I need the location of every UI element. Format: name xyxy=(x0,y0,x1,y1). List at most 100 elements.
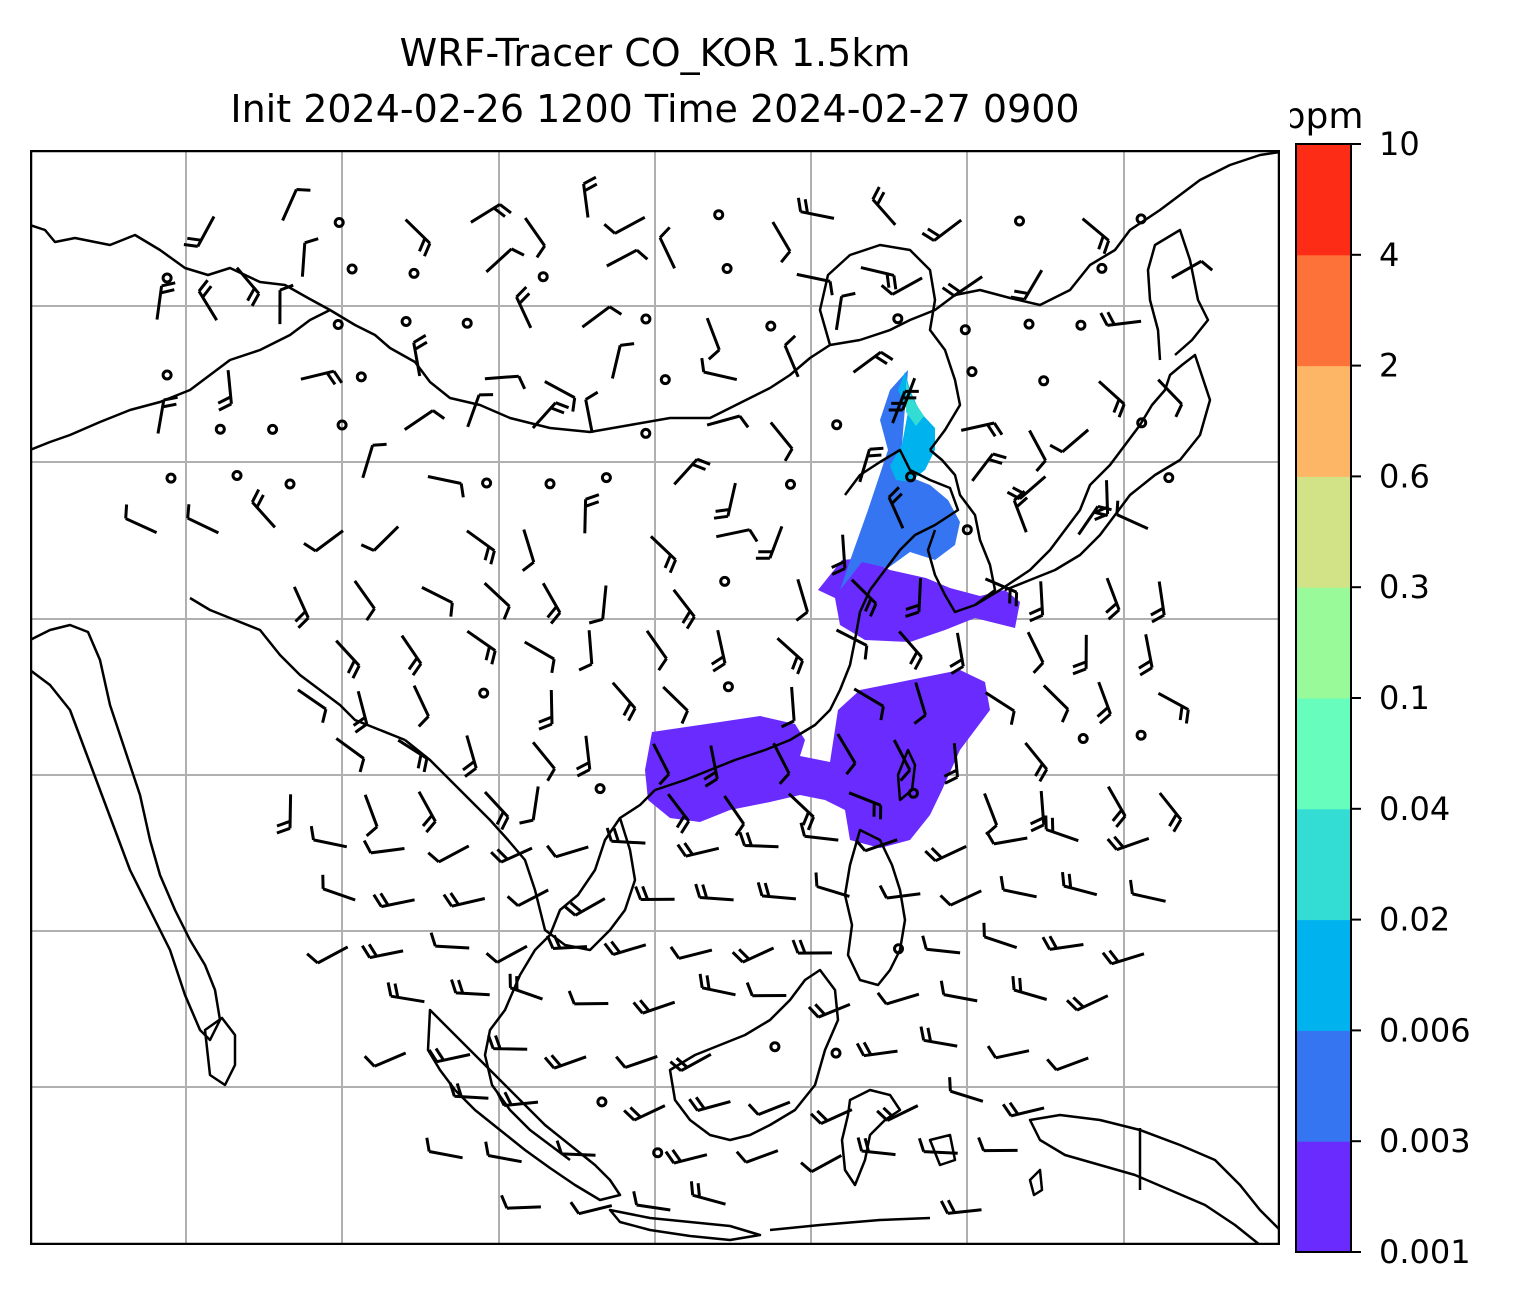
wind-barb xyxy=(563,897,606,917)
wind-barb xyxy=(984,577,1019,607)
calm-wind-circle xyxy=(640,313,652,325)
wind-barb xyxy=(747,1100,791,1116)
wind-barb xyxy=(603,940,647,957)
wind-barb xyxy=(688,1096,731,1112)
wind-barb xyxy=(771,221,792,264)
wind-barb xyxy=(335,737,366,773)
wind-barb xyxy=(485,944,528,964)
wind-barb xyxy=(276,794,293,835)
calm-wind-circle xyxy=(544,478,556,490)
wind-barb xyxy=(983,792,999,836)
wind-barb xyxy=(496,1091,539,1107)
wind-barb xyxy=(1044,815,1079,843)
wind-barb xyxy=(417,790,437,834)
wind-barb xyxy=(1011,975,1048,1001)
wind-barb xyxy=(531,401,570,430)
wind-barb xyxy=(588,585,608,625)
wind-barb xyxy=(1129,879,1166,903)
calm-wind-circle xyxy=(659,374,671,386)
wind-barb xyxy=(483,790,510,831)
wind-barb xyxy=(1081,217,1111,255)
coast-central-asia-border xyxy=(30,223,861,434)
wind-barb xyxy=(412,334,428,377)
wind-barb xyxy=(984,691,1016,726)
wind-barb xyxy=(791,939,833,955)
wind-barb xyxy=(971,452,1007,482)
calm-wind-circle xyxy=(267,423,279,435)
map-frame xyxy=(30,150,1280,1245)
colorbar-unit: ppm xyxy=(1290,100,1363,137)
wind-barb xyxy=(156,395,178,434)
colorbar-band xyxy=(1296,365,1351,477)
wind-barb xyxy=(796,272,834,296)
wind-barb xyxy=(483,582,511,620)
wind-barb xyxy=(669,1052,712,1073)
wind-barb xyxy=(1046,1056,1089,1072)
coast-japan-hokkaido xyxy=(1146,228,1210,361)
calm-wind-circle xyxy=(408,267,420,279)
calm-wind-circle xyxy=(1023,318,1035,330)
wind-barb xyxy=(448,1082,489,1100)
calm-wind-circle xyxy=(537,271,549,283)
wind-barb xyxy=(1158,792,1183,833)
wind-barb xyxy=(363,1051,407,1068)
calm-wind-circle xyxy=(769,1041,781,1053)
colorbar-tick-label: 0.6 xyxy=(1379,457,1430,495)
wind-barb xyxy=(603,215,646,235)
wind-barb xyxy=(876,991,920,1006)
wind-barb xyxy=(500,1194,541,1210)
coast-sri-lanka xyxy=(203,1016,237,1087)
calm-wind-circle xyxy=(1163,472,1175,484)
colorbar-tick-label: 0.1 xyxy=(1379,679,1430,717)
wind-barb xyxy=(484,374,527,390)
wind-barb xyxy=(610,342,635,379)
wind-barb xyxy=(412,684,430,728)
wind-barb xyxy=(1028,581,1045,623)
wind-barb xyxy=(689,1181,726,1206)
colorbar-tick-label: 0.006 xyxy=(1379,1011,1471,1049)
calm-wind-circle xyxy=(722,681,734,693)
wind-barb xyxy=(715,528,759,543)
wind-barb xyxy=(538,689,554,731)
wind-barb xyxy=(755,525,784,560)
wind-barb xyxy=(297,688,328,724)
wind-barb xyxy=(738,831,779,849)
wind-barb xyxy=(809,1108,853,1125)
coast-borneo xyxy=(668,968,840,1142)
wind-barb xyxy=(386,982,425,1004)
colorbar-ticks: 0.001 0.003 0.006 0.02 0.04 0.1 0.3 0.6 2 4 10 xyxy=(1351,125,1471,1271)
wind-barb xyxy=(1065,994,1109,1012)
calm-wind-circle xyxy=(785,478,796,490)
colorbar-band xyxy=(1296,1030,1351,1142)
coastlines xyxy=(30,150,1280,1245)
wind-barb xyxy=(1106,785,1127,828)
wind-barb xyxy=(403,409,446,431)
colorbar-bands xyxy=(1296,144,1351,1253)
calm-wind-circle xyxy=(332,319,344,330)
wind-barb xyxy=(905,578,923,618)
wind-barb xyxy=(250,488,277,529)
wind-barb xyxy=(541,582,562,625)
wind-barb xyxy=(300,237,319,277)
calm-wind-circle xyxy=(1038,375,1050,387)
coast-small-islands xyxy=(769,1133,1044,1232)
wind-barb xyxy=(1096,681,1112,725)
wind-barb xyxy=(124,504,158,534)
wind-barb xyxy=(397,738,429,773)
calm-wind-circle xyxy=(231,470,243,481)
wind-barb xyxy=(977,1136,1018,1153)
calm-wind-circle xyxy=(214,423,226,435)
wind-barb xyxy=(404,218,432,257)
coast-manchuria xyxy=(818,243,962,451)
wind-barb xyxy=(706,414,750,429)
wind-barb xyxy=(300,369,344,386)
calm-wind-circle xyxy=(640,427,652,439)
wind-barb xyxy=(1029,790,1046,833)
wind-barb xyxy=(581,305,623,329)
wind-barb xyxy=(582,175,598,218)
wind-barb xyxy=(649,535,677,574)
wind-barb xyxy=(814,872,850,898)
wind-barb xyxy=(892,739,912,782)
wind-barb xyxy=(1097,380,1126,418)
wind-barb xyxy=(780,686,796,729)
